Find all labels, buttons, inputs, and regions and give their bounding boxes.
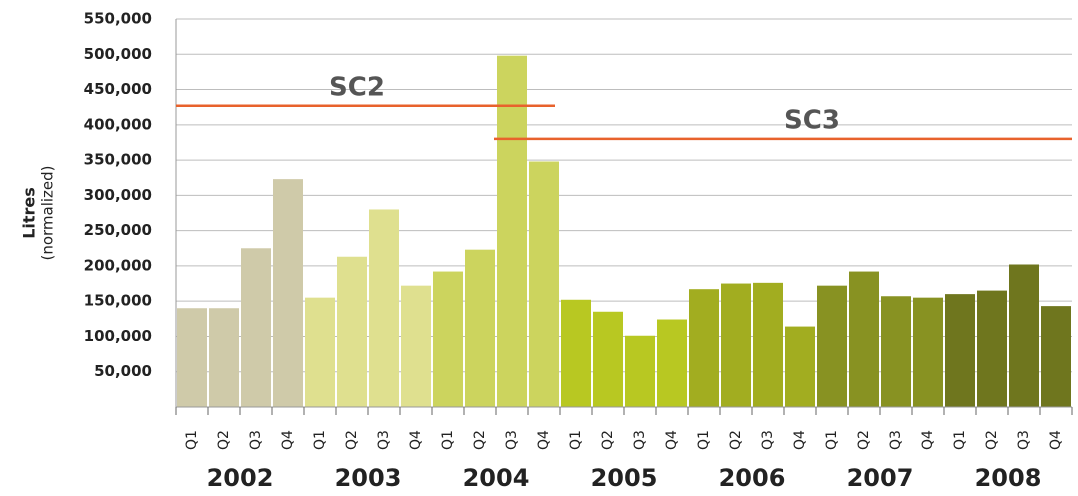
bar (593, 311, 623, 407)
y-tick-label: 250,000 (84, 221, 152, 239)
x-tick-label: Q3 (1016, 430, 1032, 450)
reference-label: SC3 (784, 105, 840, 135)
bar (785, 326, 815, 407)
bar (977, 290, 1007, 407)
x-tick-label: Q2 (600, 430, 616, 450)
x-tick-label: Q4 (1048, 430, 1064, 450)
bar (497, 55, 527, 408)
x-tick-label: Q2 (728, 430, 744, 450)
y-tick-label: 200,000 (84, 256, 152, 274)
bar (241, 248, 271, 407)
bar (305, 297, 335, 407)
bar (1041, 306, 1071, 407)
group-label: 2007 (847, 464, 914, 492)
group-label: 2006 (719, 464, 786, 492)
x-tick-label: Q1 (184, 430, 200, 450)
x-tick-label: Q1 (440, 430, 456, 450)
y-tick-label: 100,000 (84, 327, 152, 345)
x-tick-label: Q4 (664, 430, 680, 450)
reference-label: SC2 (329, 72, 385, 102)
y-tick-label: 50,000 (94, 362, 152, 380)
x-tick-label: Q3 (376, 430, 392, 450)
x-tick-label: Q2 (984, 430, 1000, 450)
x-tick-label: Q3 (760, 430, 776, 450)
y-axis-subtitle: (normalized) (39, 165, 57, 260)
x-tick-label: Q1 (696, 430, 712, 450)
y-tick-label: 500,000 (84, 45, 152, 63)
bar (177, 308, 207, 407)
x-tick-label: Q2 (344, 430, 360, 450)
x-tick-label: Q2 (856, 430, 872, 450)
x-tick-label: Q1 (824, 430, 840, 450)
x-tick-label: Q1 (952, 430, 968, 450)
y-tick-label: 450,000 (84, 80, 152, 98)
y-tick-label: 550,000 (84, 10, 152, 28)
x-tick-label: Q4 (536, 430, 552, 450)
y-axis-title: Litres (20, 187, 39, 239)
x-tick-label: Q1 (312, 430, 328, 450)
bar (721, 283, 751, 407)
group-label: 2004 (463, 464, 530, 492)
bar (817, 285, 847, 407)
bar (689, 289, 719, 407)
group-label: 2003 (335, 464, 402, 492)
bar (849, 271, 879, 407)
y-tick-label: 400,000 (84, 115, 152, 133)
x-tick-label: Q4 (792, 430, 808, 450)
x-tick-label: Q3 (632, 430, 648, 450)
group-label: 2002 (207, 464, 274, 492)
x-tick-label: Q1 (568, 430, 584, 450)
bar (753, 282, 783, 407)
y-tick-label: 300,000 (84, 186, 152, 204)
bar (529, 161, 559, 407)
x-tick-label: Q2 (472, 430, 488, 450)
y-tick-label: 150,000 (84, 292, 152, 310)
x-tick-label: Q3 (504, 430, 520, 450)
group-label: 2008 (975, 464, 1042, 492)
bar (657, 319, 687, 407)
bar (337, 256, 367, 407)
bar (561, 299, 591, 407)
bar (625, 335, 655, 407)
bar (913, 297, 943, 407)
bar (433, 271, 463, 407)
group-label: 2005 (591, 464, 658, 492)
bar (273, 179, 303, 407)
bar (881, 296, 911, 407)
bar (401, 285, 431, 407)
x-tick-label: Q3 (248, 430, 264, 450)
x-tick-label: Q3 (888, 430, 904, 450)
bar (945, 294, 975, 407)
x-tick-label: Q2 (216, 430, 232, 450)
x-tick-label: Q4 (920, 430, 936, 450)
bar (465, 249, 495, 407)
x-tick-label: Q4 (280, 430, 296, 450)
y-tick-label: 350,000 (84, 151, 152, 169)
bar (369, 209, 399, 407)
bar (209, 308, 239, 407)
x-tick-label: Q4 (408, 430, 424, 450)
bar (1009, 264, 1039, 407)
